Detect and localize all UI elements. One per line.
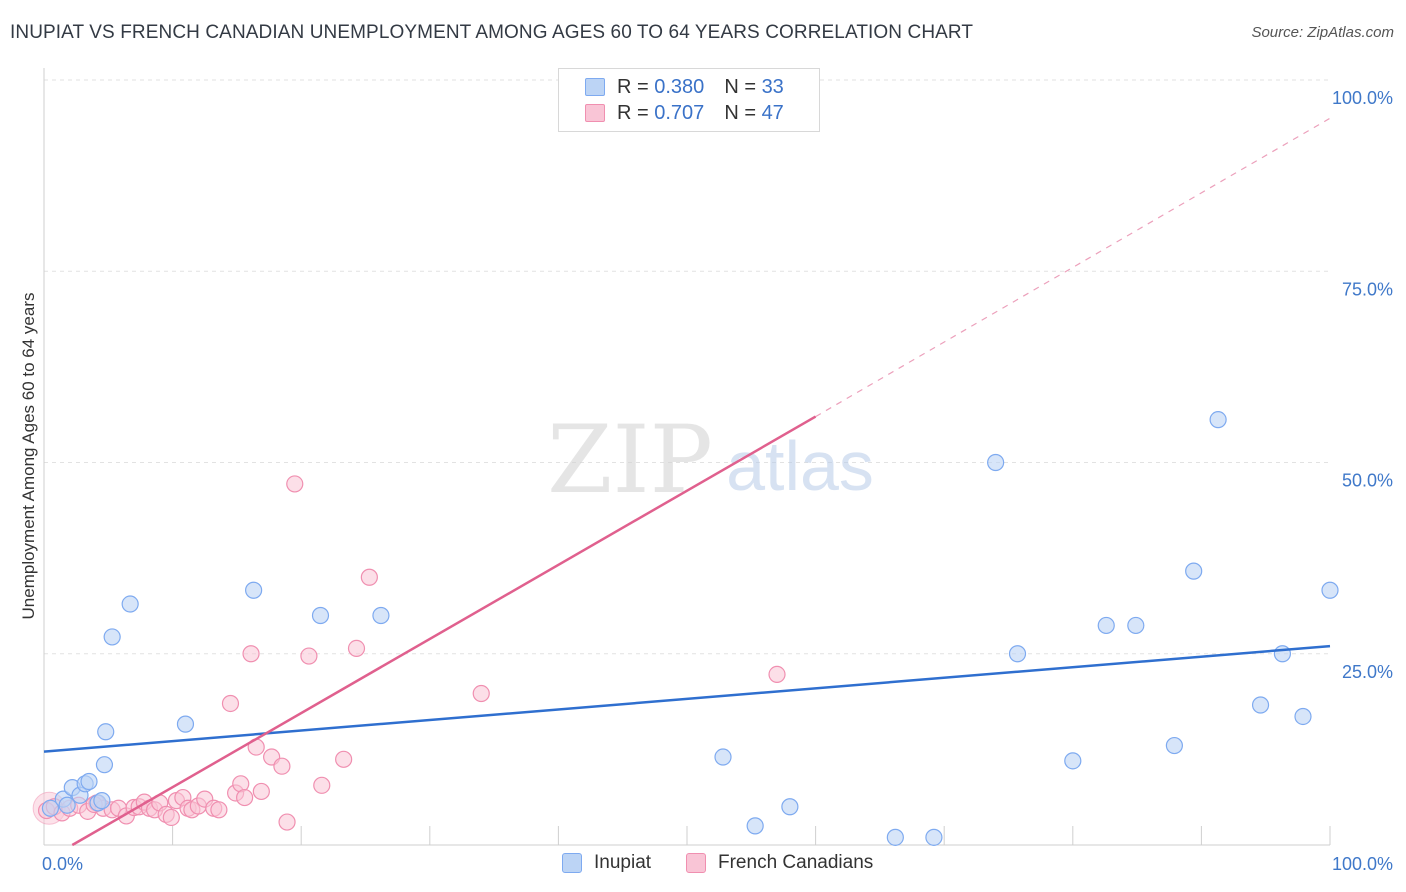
y-tick-label: 75.0%: [1342, 279, 1393, 299]
trend-lines: [43, 117, 1331, 847]
inupiat-points: [41, 411, 1339, 846]
french-point: [221, 694, 240, 713]
legend-item-french: French Canadians: [686, 852, 873, 874]
inupiat-point: [1064, 752, 1082, 770]
french-point: [210, 801, 228, 819]
x-tick-label: 100.0%: [1332, 854, 1393, 874]
chart-title: INUPIAT VS FRENCH CANADIAN UNEMPLOYMENT …: [10, 22, 974, 43]
french-trend-line: [71, 415, 817, 847]
french-point: [286, 475, 304, 493]
inupiat-point: [1008, 645, 1027, 663]
french-point: [300, 647, 318, 665]
n-value: 33: [761, 75, 784, 98]
inupiat-point: [95, 756, 114, 774]
inupiat-legend-swatch: [562, 853, 582, 873]
y-tick-label: 50.0%: [1342, 471, 1393, 491]
french-trend-extension: [815, 117, 1331, 418]
legend-label-french: French Canadians: [718, 852, 874, 873]
french-point: [472, 684, 490, 703]
n-label: N =: [724, 101, 756, 124]
inupiat-point: [311, 606, 330, 625]
inupiat-point: [58, 796, 76, 814]
n-value: 47: [761, 101, 784, 124]
inupiat-point: [1209, 411, 1227, 429]
inupiat-point: [121, 595, 139, 613]
inupiat-point: [1165, 736, 1183, 755]
inupiat-point: [93, 792, 111, 810]
inupiat-point: [103, 628, 121, 646]
french-point: [242, 645, 260, 663]
y-tick-label: 100.0%: [1332, 88, 1393, 108]
inupiat-point: [1127, 616, 1145, 635]
inupiat-point: [80, 772, 98, 791]
stats-legend: R = 0.380 N = 33 R = 0.707 N = 47: [558, 68, 820, 132]
n-label: N =: [724, 75, 756, 98]
inupiat-point: [1321, 581, 1339, 599]
french-swatch: [585, 104, 605, 122]
grid: [44, 79, 1330, 655]
stats-row-french: R = 0.707 N = 47: [585, 100, 784, 126]
watermark-atlas: atlas: [726, 427, 874, 505]
inupiat-point: [987, 453, 1005, 472]
legend-item-inupiat: Inupiat: [562, 852, 651, 874]
inupiat-point: [1273, 645, 1292, 663]
watermark-zip: ZIP: [547, 406, 713, 515]
french-point: [313, 776, 331, 794]
watermark: ZIP atlas: [547, 406, 874, 515]
inupiat-point: [1294, 707, 1312, 726]
inupiat-trend-line: [43, 644, 1331, 753]
inupiat-point: [372, 606, 390, 625]
inupiat-point: [746, 817, 764, 835]
inupiat-point: [925, 828, 943, 846]
french-point: [347, 639, 366, 657]
inupiat-point: [886, 828, 904, 846]
stats-row-inupiat: R = 0.380 N = 33: [585, 74, 784, 100]
r-value: 0.380: [654, 75, 705, 98]
inupiat-swatch: [585, 78, 605, 96]
french-point: [252, 782, 270, 801]
inupiat-point: [1251, 696, 1270, 714]
inupiat-point: [1185, 562, 1203, 580]
french-point: [360, 568, 378, 586]
french-point: [273, 757, 291, 775]
french-point: [162, 808, 180, 827]
x-tick-label: 0.0%: [42, 854, 83, 874]
y-tick-label: 25.0%: [1342, 662, 1393, 682]
french-point: [278, 813, 296, 831]
inupiat-point: [781, 798, 799, 816]
inupiat-point: [41, 799, 60, 817]
inupiat-point: [176, 715, 195, 733]
r-label: R =: [617, 75, 649, 98]
legend-label-inupiat: Inupiat: [594, 852, 652, 873]
french-legend-swatch: [686, 853, 706, 873]
french-point: [236, 788, 254, 807]
inupiat-point: [1097, 616, 1115, 635]
r-label: R =: [617, 101, 649, 124]
source-label: Source: ZipAtlas.com: [1251, 24, 1394, 41]
axes: [43, 68, 1331, 846]
inupiat-point: [245, 581, 263, 599]
axis-labels: 25.0% 50.0% 75.0% 100.0% 0.0% 100.0% Unemploym…: [19, 88, 1393, 874]
y-axis-title: Unemployment Among Ages 60 to 64 years: [19, 293, 38, 620]
french-point: [335, 750, 353, 768]
french-point: [768, 665, 786, 684]
inupiat-point: [97, 723, 115, 741]
inupiat-point: [714, 748, 732, 766]
r-value: 0.707: [654, 101, 705, 124]
